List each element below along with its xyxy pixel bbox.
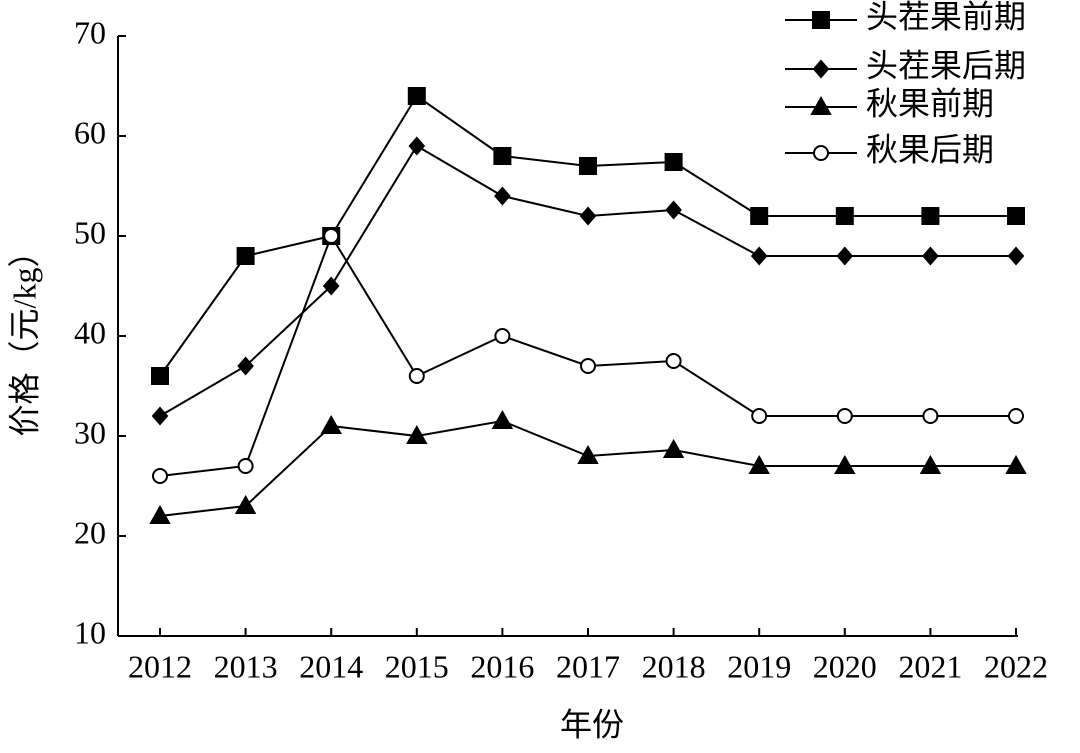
marker-diamond [922,246,939,266]
x-tick-label: 2017 [556,648,620,684]
marker-diamond [237,356,254,376]
marker-square [407,87,426,105]
legend-label: 头茬果前期 [866,0,1026,34]
marker-triangle [577,444,599,464]
marker-square [812,11,830,29]
marker-square [835,207,854,225]
y-tick-label: 70 [74,14,106,50]
marker-circle [922,408,939,424]
marker-circle [665,353,682,369]
x-tick-label: 2022 [984,648,1048,684]
marker-triangle [834,454,856,474]
marker-triangle [491,409,514,429]
x-tick-label: 2016 [470,648,534,684]
marker-diamond [151,406,169,426]
y-tick-label: 40 [74,314,106,350]
x-tick-label: 2012 [128,648,192,684]
marker-square [579,157,597,175]
y-tick-label: 30 [74,414,106,450]
marker-circle [580,358,596,374]
marker-square [1007,207,1025,225]
x-tick-label: 2015 [385,648,449,684]
marker-square [151,367,169,385]
marker-circle [152,468,168,484]
marker-triangle [1005,454,1027,474]
y-tick-label: 20 [74,514,106,550]
legend-label: 秋果前期 [866,85,994,121]
marker-triangle [748,454,770,474]
marker-diamond [322,276,340,296]
marker-square [493,147,512,165]
marker-diamond [812,59,830,79]
marker-triangle [919,454,942,474]
marker-square [750,207,769,225]
series-line [159,233,1016,477]
x-tick-label: 2019 [727,648,791,684]
marker-triangle [149,504,171,524]
x-tick-label: 2021 [898,648,962,684]
x-tick-label: 2018 [642,648,706,684]
marker-diamond [408,136,426,156]
y-axis-label: 价格（元/kg） [6,236,42,437]
marker-diamond [665,200,682,220]
marker-circle [813,145,829,161]
marker-triangle [320,414,342,434]
marker-triangle [234,494,257,514]
y-tick-label: 10 [74,614,106,650]
marker-circle [494,328,511,344]
marker-triangle [662,438,685,458]
marker-circle [237,458,254,474]
x-axis-label: 年份 [560,706,624,742]
marker-triangle [810,95,832,115]
marker-circle [408,368,425,384]
legend-label: 秋果后期 [866,131,994,167]
y-tick-label: 60 [74,114,106,150]
x-tick-label: 2014 [299,648,363,684]
legend-label: 头茬果后期 [866,47,1026,83]
x-tick-label: 2020 [813,648,877,684]
series-line [159,419,1016,517]
marker-square [236,247,255,265]
series-line [159,144,1016,417]
marker-circle [836,408,853,424]
y-tick-label: 50 [74,214,106,250]
marker-circle [1008,408,1024,424]
marker-diamond [494,186,511,206]
marker-circle [751,408,768,424]
marker-diamond [579,206,597,226]
marker-circle [323,228,340,244]
marker-square [664,153,683,171]
marker-diamond [836,246,854,266]
marker-square [921,207,940,225]
marker-diamond [1007,246,1025,266]
marker-triangle [406,424,428,444]
x-tick-label: 2013 [214,648,278,684]
marker-diamond [750,246,768,266]
